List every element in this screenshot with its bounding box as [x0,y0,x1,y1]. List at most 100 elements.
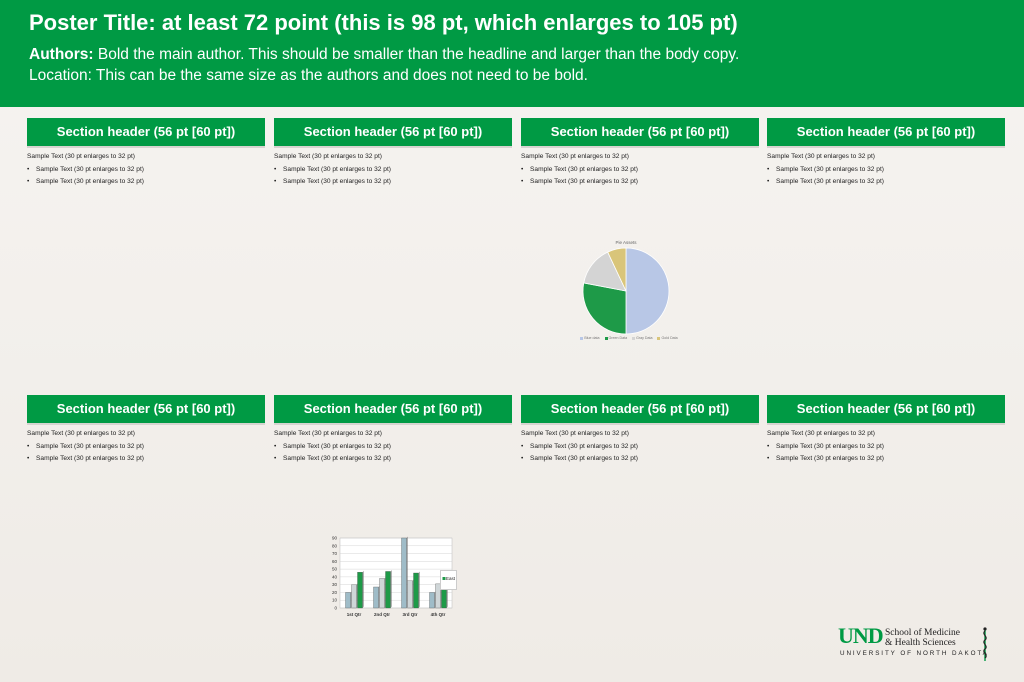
section-header: Section header (56 pt [60 pt]) [767,395,1005,425]
x-tick-label: 3rd Qtr [402,612,417,617]
x-tick-label: 2nd Qtr [374,612,390,617]
section-header: Section header (56 pt [60 pt]) [274,118,512,148]
bar [413,572,419,609]
und-logo: UND School of Medicine & Health Sciences… [838,623,998,663]
section-lead-text: Sample Text (30 pt enlarges to 32 pt) [27,430,136,437]
bar-chart: 0 10 20 30 40 50 60 70 80 90 1st Qtr 2nd Qtr 3rd Qtr… [324,532,464,622]
y-tick-label: 80 [332,543,338,548]
section-lead-text: Sample Text (30 pt enlarges to 32 pt) [274,153,383,160]
bar-chart-legend: East [440,570,457,590]
section-header: Section header (56 pt [60 pt]) [521,395,759,425]
bar [357,572,363,609]
legend-swatch [657,336,661,340]
section-bullet: Sample Text (30 pt enlarges to 32 pt) [274,453,514,466]
bar [351,584,357,609]
pie-slice [582,282,627,335]
y-tick-label: 40 [332,574,338,579]
section-body: Sample Text (30 pt enlarges to 32 pt) Sa… [274,428,514,466]
section-bullet: Sample Text (30 pt enlarges to 32 pt) [27,176,267,189]
und-wordmark: UND [838,623,884,648]
y-tick-label: 0 [334,606,337,611]
pie-chart-title: Pie Assets [615,240,637,245]
y-tick-label: 50 [332,567,338,572]
logo-university-name: UNIVERSITY OF NORTH DAKOTA [840,650,989,657]
section-bullet: Sample Text (30 pt enlarges to 32 pt) [767,176,1007,189]
section-lead-text: Sample Text (30 pt enlarges to 32 pt) [767,430,876,437]
caduceus-icon [983,627,987,661]
pie-chart: Pie Assets Blue data Green Data Gray Dat… [574,236,684,346]
pie-legend: Blue data Green Data Gray Data Gold Data [574,336,684,340]
poster-header: Poster Title: at least 72 point (this is… [0,0,1024,107]
pie-legend-item: Gray Data [632,336,652,340]
section-bullet: Sample Text (30 pt enlarges to 32 pt) [274,441,514,454]
section-body: Sample Text (30 pt enlarges to 32 pt) Sa… [767,151,1007,189]
x-tick-label: 1st Qtr [347,612,362,617]
section-header: Section header (56 pt [60 pt]) [27,395,265,425]
bar-chart-svg: 0 10 20 30 40 50 60 70 80 90 1st Qtr 2nd Qtr 3rd Qtr… [332,536,453,617]
bar [407,580,413,609]
section-bullet: Sample Text (30 pt enlarges to 32 pt) [27,441,267,454]
poster-title: Poster Title: at least 72 point (this is… [29,10,738,35]
legend-swatch [604,336,608,340]
section-body: Sample Text (30 pt enlarges to 32 pt) Sa… [27,428,267,466]
pie-legend-item: Green Data [604,336,628,340]
bar [379,578,385,609]
section-header: Section header (56 pt [60 pt]) [767,118,1005,148]
section-lead-text: Sample Text (30 pt enlarges to 32 pt) [521,153,630,160]
authors-text: Bold the main author. This should be sma… [93,46,740,63]
bar-side [418,571,420,608]
y-tick-label: 70 [332,551,338,556]
section-lead-text: Sample Text (30 pt enlarges to 32 pt) [767,153,876,160]
pie-legend-item: Gold Data [657,336,678,340]
bar-legend-label: East [446,576,456,581]
section-bullet: Sample Text (30 pt enlarges to 32 pt) [521,441,761,454]
section-bullet: Sample Text (30 pt enlarges to 32 pt) [274,176,514,189]
section-body: Sample Text (30 pt enlarges to 32 pt) Sa… [521,151,761,189]
section-bullet: Sample Text (30 pt enlarges to 32 pt) [521,453,761,466]
y-tick-label: 20 [332,590,338,595]
pie-chart-svg [582,247,670,335]
section-lead-text: Sample Text (30 pt enlarges to 32 pt) [274,430,383,437]
section-bullet: Sample Text (30 pt enlarges to 32 pt) [274,164,514,177]
legend-swatch [632,336,636,340]
y-tick-label: 90 [332,536,338,541]
section-header: Section header (56 pt [60 pt]) [274,395,512,425]
y-tick-label: 60 [332,559,338,564]
logo-school-of-medicine: School of Medicine [885,628,960,638]
pie-legend-label: Blue data [584,336,600,340]
pie-legend-label: Green Data [608,336,628,340]
section-bullet: Sample Text (30 pt enlarges to 32 pt) [767,453,1007,466]
bar-side [390,569,392,608]
bar [435,583,441,609]
y-tick-label: 30 [332,582,338,587]
bar-legend-svg [442,577,446,580]
bar [429,592,435,609]
authors-line: Authors: Bold the main author. This shou… [29,46,739,64]
bar [401,537,407,609]
y-tick-label: 10 [332,598,338,603]
pie-slice [607,247,627,292]
authors-label: Authors: [29,46,94,63]
section-bullet: Sample Text (30 pt enlarges to 32 pt) [767,441,1007,454]
bar [345,592,351,609]
section-body: Sample Text (30 pt enlarges to 32 pt) Sa… [521,428,761,466]
x-tick-label: 4th Qtr [431,612,446,617]
section-bullet: Sample Text (30 pt enlarges to 32 pt) [27,453,267,466]
section-body: Sample Text (30 pt enlarges to 32 pt) Sa… [767,428,1007,466]
section-bullet: Sample Text (30 pt enlarges to 32 pt) [27,164,267,177]
section-bullet: Sample Text (30 pt enlarges to 32 pt) [521,176,761,189]
section-body: Sample Text (30 pt enlarges to 32 pt) Sa… [27,151,267,189]
bar-side [362,570,364,608]
section-bullet: Sample Text (30 pt enlarges to 32 pt) [521,164,761,177]
section-body: Sample Text (30 pt enlarges to 32 pt) Sa… [274,151,514,189]
location-line: Location: This can be the same size as t… [29,67,588,84]
legend-swatch [442,577,446,580]
section-lead-text: Sample Text (30 pt enlarges to 32 pt) [521,430,630,437]
pie-legend-label: Gray Data [636,336,653,340]
pie-legend-item: Blue data [580,336,600,340]
legend-swatch [580,336,584,340]
section-header: Section header (56 pt [60 pt]) [27,118,265,148]
section-header: Section header (56 pt [60 pt]) [521,118,759,148]
pie-legend-label: Gold Data [661,336,678,340]
pie-slice [625,247,670,335]
